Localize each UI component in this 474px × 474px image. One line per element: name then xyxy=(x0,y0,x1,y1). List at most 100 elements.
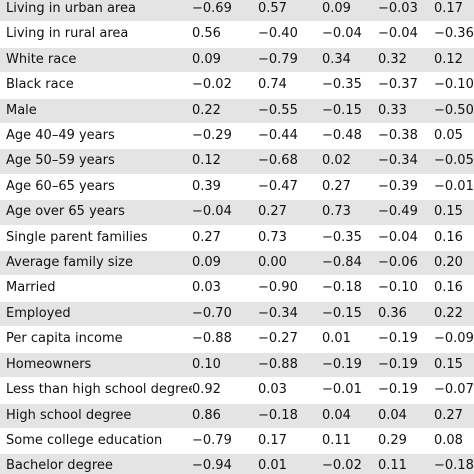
value-cell: −0.04 xyxy=(322,21,378,48)
value-cell: 0.09 xyxy=(192,250,258,277)
value-cell: 0.33 xyxy=(378,98,434,125)
value-cell: −0.39 xyxy=(378,174,434,201)
value-cell: −0.02 xyxy=(322,453,378,474)
value-cell: 0.27 xyxy=(258,199,322,226)
row-label: White race xyxy=(0,47,192,74)
value-cell: 0.00 xyxy=(258,250,322,277)
value-cell: −0.04 xyxy=(378,21,434,48)
value-cell: −0.05 xyxy=(434,148,474,175)
value-cell: 0.27 xyxy=(434,403,474,429)
value-cell: 0.39 xyxy=(192,174,258,201)
row-label: Some college education xyxy=(0,428,192,455)
value-cell: 0.11 xyxy=(378,453,434,474)
value-cell: −0.50 xyxy=(434,98,474,125)
row-label: Homeowners xyxy=(0,352,192,379)
value-cell: −0.88 xyxy=(192,326,258,353)
value-cell: −0.70 xyxy=(192,301,258,328)
value-cell: 0.01 xyxy=(258,453,322,474)
value-cell: −0.15 xyxy=(322,301,378,328)
table-row: High school degree 0.86 −0.18 0.04 0.04 0.27 xyxy=(0,403,474,429)
value-cell: −0.19 xyxy=(378,377,434,404)
value-cell: 0.17 xyxy=(434,0,474,23)
value-cell: 0.56 xyxy=(192,21,258,48)
value-cell: −0.19 xyxy=(322,352,378,379)
value-cell: −0.40 xyxy=(258,21,322,48)
value-cell: 0.05 xyxy=(434,123,474,150)
value-cell: 0.22 xyxy=(434,301,474,328)
value-cell: −0.06 xyxy=(378,250,434,277)
row-label: Age 60–65 years xyxy=(0,174,192,201)
value-cell: 0.10 xyxy=(192,352,258,379)
table-row: Single parent families 0.27 0.73 −0.35 −0.04… xyxy=(0,225,474,252)
value-cell: −0.44 xyxy=(258,123,322,150)
value-cell: −0.35 xyxy=(322,225,378,252)
table-row: Age over 65 years −0.04 0.27 0.73 −0.49 0.15 xyxy=(0,199,474,226)
value-cell: −0.10 xyxy=(378,275,434,302)
table-row: Black race −0.02 0.74 −0.35 −0.37 −0.10 xyxy=(0,72,474,99)
table-row: Homeowners 0.10 −0.88 −0.19 −0.19 0.15 xyxy=(0,352,474,379)
value-cell: 0.27 xyxy=(322,174,378,201)
value-cell: −0.09 xyxy=(434,326,474,353)
value-cell: 0.86 xyxy=(192,403,258,429)
table-row: Per capita income −0.88 −0.27 0.01 −0.19 −0.0… xyxy=(0,326,474,353)
value-cell: 0.09 xyxy=(192,47,258,74)
value-cell: −0.01 xyxy=(322,377,378,404)
value-cell: 0.04 xyxy=(322,403,378,429)
value-cell: −0.27 xyxy=(258,326,322,353)
table-row: Average family size 0.09 0.00 −0.84 −0.06 0.2… xyxy=(0,250,474,277)
row-label: Single parent families xyxy=(0,225,192,252)
value-cell: 0.03 xyxy=(192,275,258,302)
table-row: Male 0.22 −0.55 −0.15 0.33 −0.50 xyxy=(0,98,474,125)
value-cell: −0.88 xyxy=(258,352,322,379)
value-cell: 0.57 xyxy=(258,0,322,23)
value-cell: 0.73 xyxy=(322,199,378,226)
value-cell: 0.22 xyxy=(192,98,258,125)
row-label: Age over 65 years xyxy=(0,199,192,226)
value-cell: 0.27 xyxy=(192,225,258,252)
value-cell: 0.12 xyxy=(434,47,474,74)
row-label: Per capita income xyxy=(0,326,192,353)
value-cell: 0.15 xyxy=(434,199,474,226)
value-cell: 0.74 xyxy=(258,72,322,99)
value-cell: 0.03 xyxy=(258,377,322,404)
value-cell: −0.35 xyxy=(322,72,378,99)
value-cell: −0.94 xyxy=(192,453,258,474)
row-label: Black race xyxy=(0,72,192,99)
value-cell: −0.47 xyxy=(258,174,322,201)
value-cell: −0.90 xyxy=(258,275,322,302)
value-cell: −0.36 xyxy=(434,21,474,48)
table-row: Less than high school degree 0.92 0.03 −0.0… xyxy=(0,377,474,404)
value-cell: −0.18 xyxy=(434,453,474,474)
value-cell: 0.15 xyxy=(434,352,474,379)
value-cell: −0.55 xyxy=(258,98,322,125)
value-cell: −0.84 xyxy=(322,250,378,277)
value-cell: 0.09 xyxy=(322,0,378,23)
value-cell: 0.04 xyxy=(378,403,434,429)
value-cell: −0.01 xyxy=(434,174,474,201)
value-cell: −0.04 xyxy=(378,225,434,252)
value-cell: 0.11 xyxy=(322,428,378,455)
row-label: Age 40–49 years xyxy=(0,123,192,150)
value-cell: −0.15 xyxy=(322,98,378,125)
value-cell: −0.49 xyxy=(378,199,434,226)
value-cell: −0.29 xyxy=(192,123,258,150)
table-row: Living in rural area 0.56 −0.40 −0.04 −0.04−… xyxy=(0,21,474,48)
value-cell: −0.19 xyxy=(378,326,434,353)
value-cell: −0.79 xyxy=(192,428,258,455)
row-label: Bachelor degree xyxy=(0,453,192,474)
value-cell: 0.32 xyxy=(378,47,434,74)
value-cell: −0.69 xyxy=(192,0,258,23)
value-cell: 0.36 xyxy=(378,301,434,328)
row-label: Married xyxy=(0,275,192,302)
value-cell: 0.34 xyxy=(322,47,378,74)
table-row: Married 0.03 −0.90 −0.18 −0.10 0.16 xyxy=(0,275,474,302)
value-cell: −0.02 xyxy=(192,72,258,99)
value-cell: −0.34 xyxy=(258,301,322,328)
value-cell: 0.02 xyxy=(322,148,378,175)
table-row: Some college education −0.79 0.17 0.11 0.29 0… xyxy=(0,428,474,455)
value-cell: 0.16 xyxy=(434,275,474,302)
row-label: Less than high school degree xyxy=(0,377,192,404)
